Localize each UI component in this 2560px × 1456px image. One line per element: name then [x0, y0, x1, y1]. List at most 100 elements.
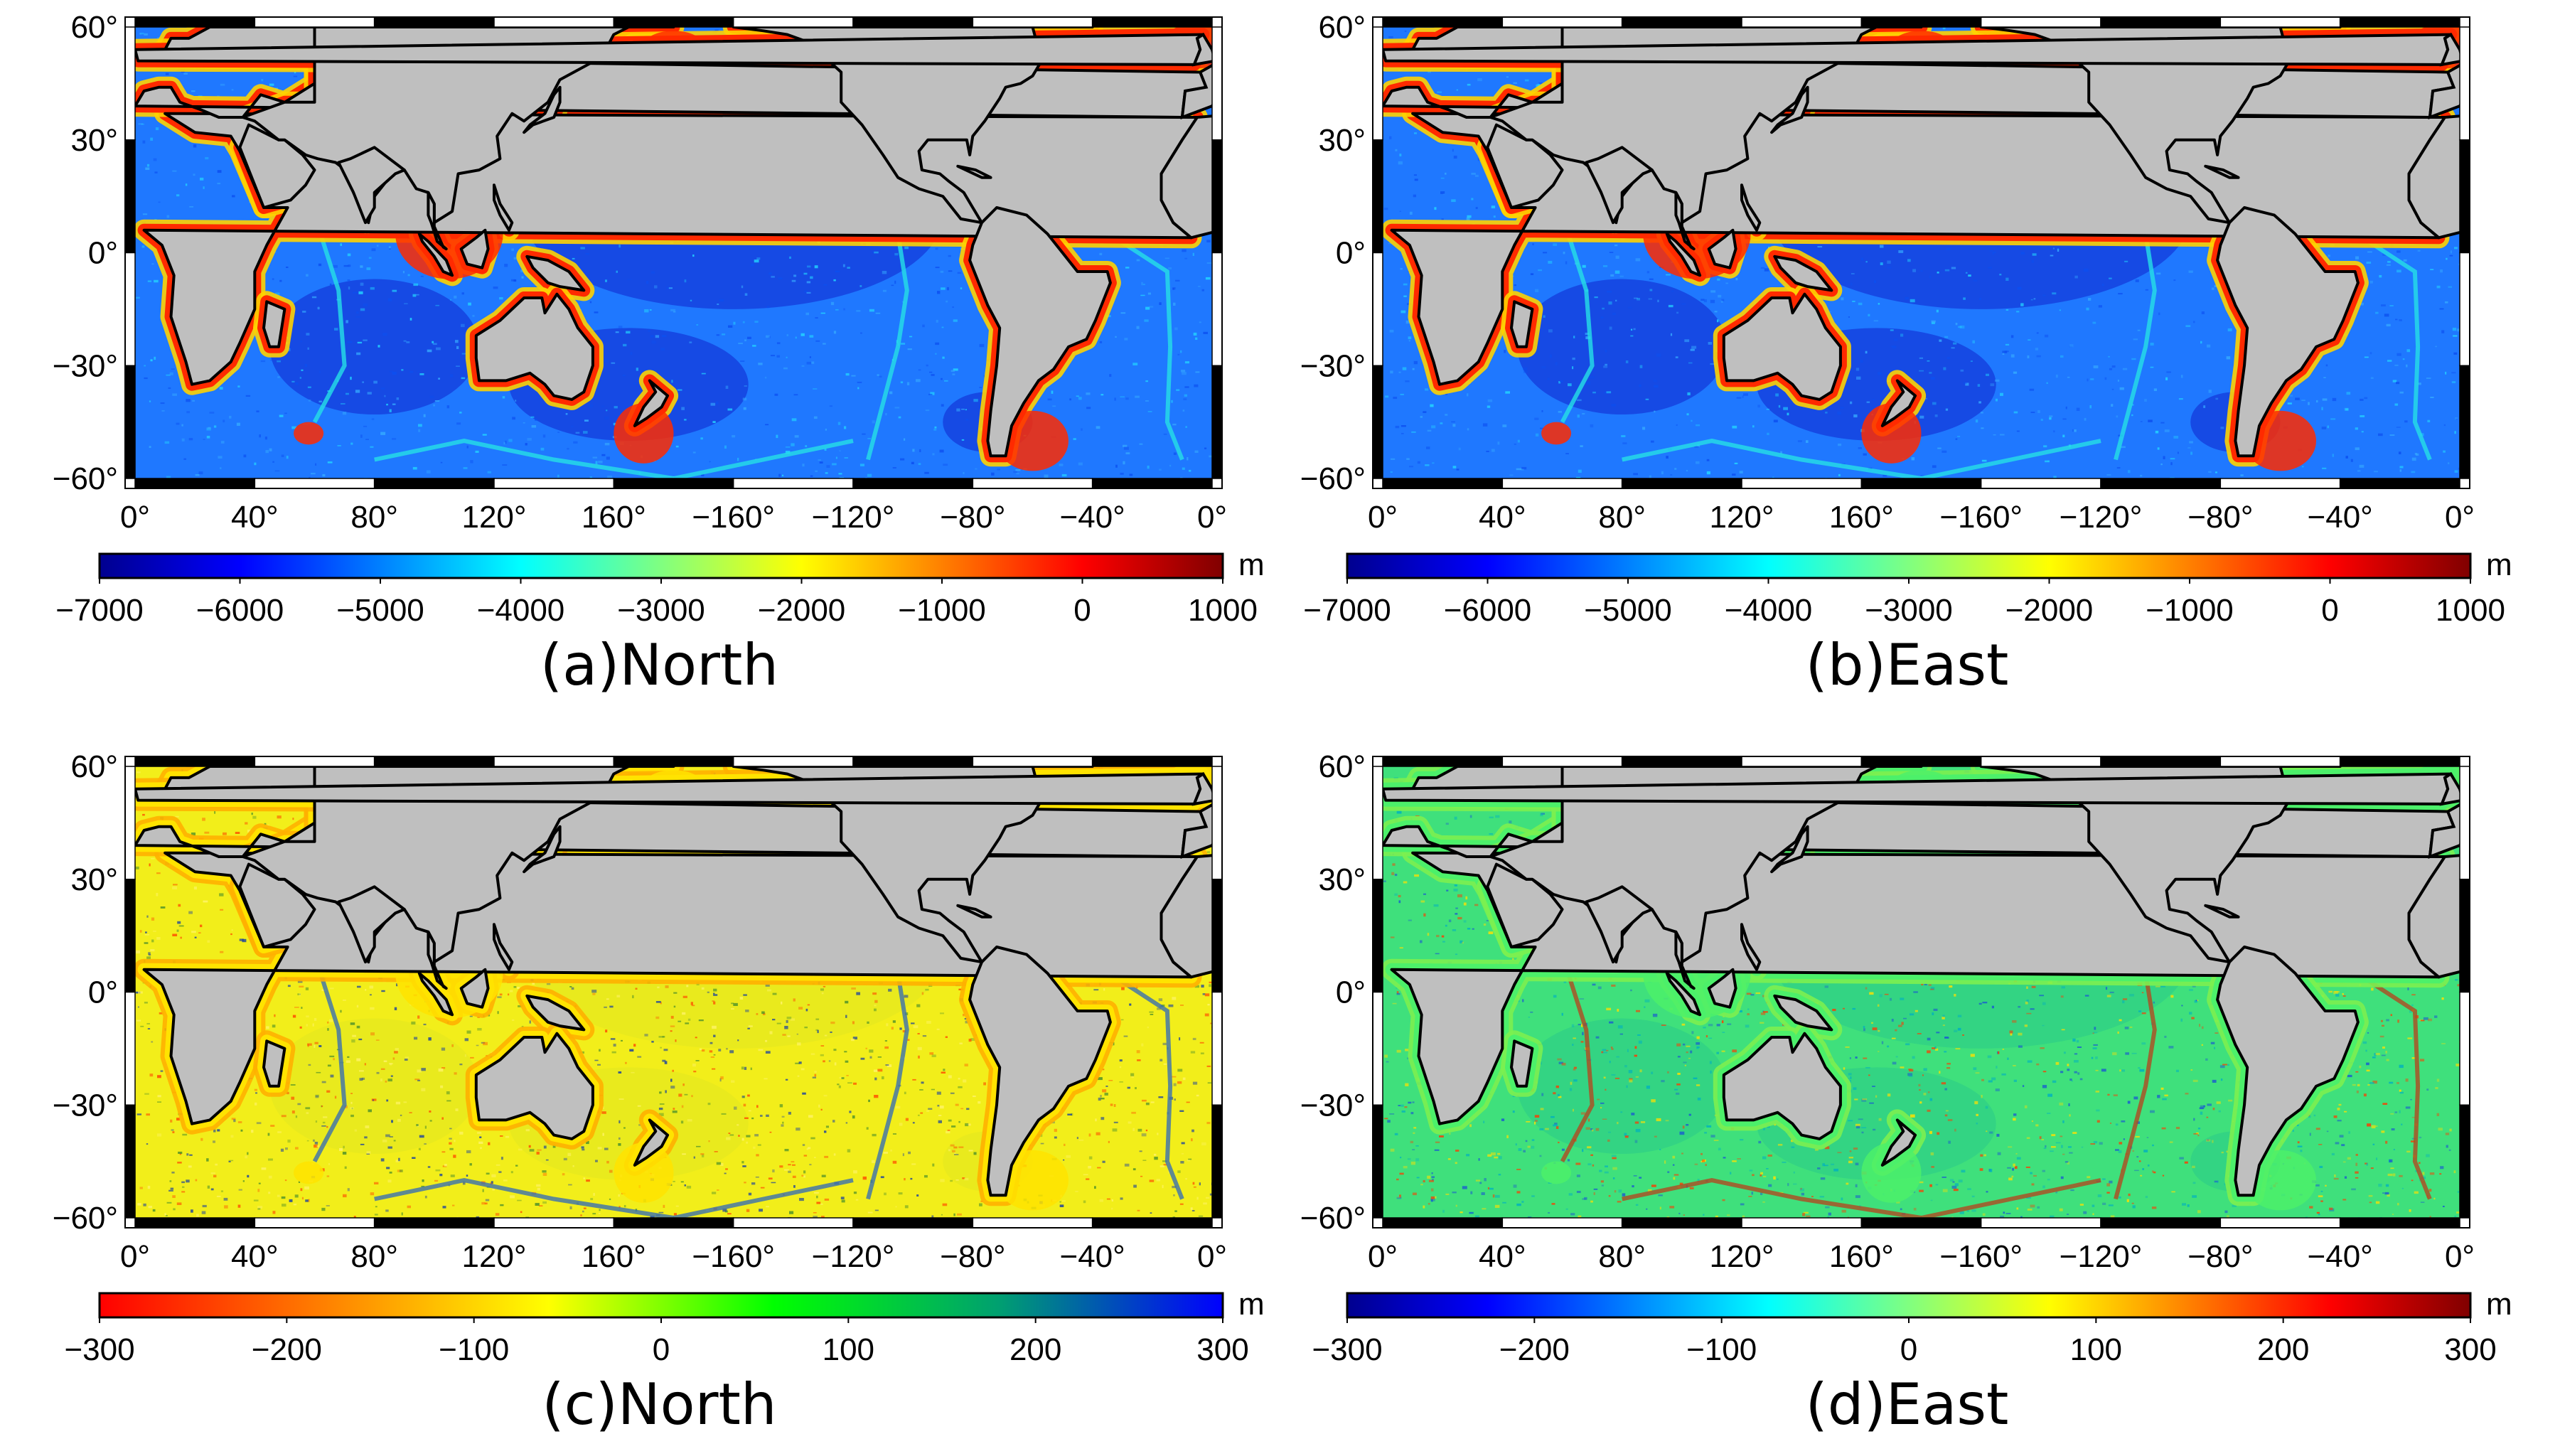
ocean-texture	[2443, 450, 2446, 453]
ocean-texture	[644, 309, 649, 313]
ocean-texture	[178, 1151, 183, 1154]
ocean-texture	[452, 1204, 455, 1206]
ocean-texture	[172, 933, 178, 936]
ocean-texture	[1083, 1200, 1086, 1204]
ocean-texture	[166, 374, 171, 376]
ocean-texture	[763, 1012, 766, 1015]
ocean-texture	[394, 1051, 398, 1054]
ocean-texture	[803, 1175, 805, 1178]
ocean-texture	[793, 274, 797, 277]
ocean-texture	[237, 385, 240, 387]
land-europe-wrap	[1180, 63, 1212, 120]
ocean-texture	[766, 306, 770, 309]
ocean-texture	[1123, 461, 1125, 465]
ocean-texture	[894, 407, 900, 409]
ocean-texture	[1958, 326, 1962, 328]
ocean-texture	[2445, 301, 2448, 304]
ocean-texture	[1400, 310, 1406, 314]
ocean-texture	[1154, 1157, 1158, 1160]
ocean-texture	[2055, 374, 2058, 378]
frame-segment	[134, 16, 256, 28]
ocean-texture	[843, 308, 845, 311]
ocean-texture	[2417, 250, 2421, 252]
ocean-texture	[2032, 253, 2037, 256]
ocean-texture	[569, 1206, 572, 1209]
ocean-texture	[395, 1048, 399, 1051]
panel-b: 0° 40° 80° 120° 160° −160° −120° −80° −40° 0°60°3…	[1300, 4, 2512, 698]
ocean-texture	[343, 264, 349, 267]
ocean-texture	[1425, 388, 1429, 391]
ocean-texture	[267, 1133, 270, 1136]
ocean-texture	[275, 292, 280, 296]
ocean-texture	[2060, 355, 2064, 358]
ocean-texture	[268, 1192, 271, 1194]
ocean-texture	[714, 29, 719, 32]
ocean-texture	[375, 1206, 377, 1208]
ocean-texture	[1073, 438, 1076, 440]
ocean-texture	[527, 438, 532, 441]
ocean-texture	[1955, 438, 1958, 440]
ocean-texture	[604, 359, 609, 363]
ocean-texture	[2148, 419, 2153, 422]
ocean-texture	[725, 1168, 728, 1170]
ocean-texture	[609, 1005, 614, 1008]
ocean-texture	[268, 1158, 273, 1161]
ocean-texture	[713, 1034, 716, 1037]
ocean-texture	[769, 1031, 773, 1034]
ocean-texture	[2145, 289, 2148, 291]
ocean-texture	[470, 460, 473, 464]
ocean-texture	[618, 1120, 621, 1124]
ocean-texture	[2308, 402, 2310, 405]
ocean-texture	[287, 985, 291, 987]
ocean-texture	[158, 201, 161, 203]
ocean-texture	[810, 1137, 815, 1140]
ocean-texture	[1076, 395, 1079, 397]
ocean-texture	[1205, 277, 1211, 280]
ocean-texture	[2059, 309, 2061, 311]
ocean-texture	[696, 324, 699, 326]
frame-segment	[1501, 16, 1623, 28]
ocean-texture	[1946, 405, 1949, 407]
land-iceland	[2388, 4, 2418, 11]
ocean-texture	[351, 1107, 353, 1110]
land-asia	[241, 27, 675, 225]
ocean-texture	[1423, 411, 1427, 413]
ocean-texture	[912, 1122, 915, 1124]
ocean-texture	[350, 1022, 355, 1025]
ocean-texture	[1174, 327, 1178, 331]
ocean-texture	[1992, 252, 1995, 255]
ocean-texture	[350, 1107, 354, 1110]
ocean-texture	[2327, 425, 2330, 429]
ocean-texture	[936, 319, 938, 323]
frame-segment	[254, 16, 375, 28]
ocean-texture	[511, 248, 514, 252]
ocean-texture	[251, 1130, 254, 1133]
ocean-texture	[424, 1143, 427, 1145]
ocean-texture	[2374, 471, 2378, 473]
ocean-texture	[973, 399, 978, 402]
ocean-texture	[206, 427, 211, 431]
ocean-texture	[160, 906, 166, 909]
ocean-texture	[1172, 1216, 1175, 1218]
ocean-texture	[698, 1019, 704, 1022]
ocean-texture	[891, 284, 894, 287]
ocean-texture	[824, 1198, 830, 1201]
ocean-texture	[277, 360, 281, 363]
ocean-texture	[182, 1186, 185, 1188]
ocean-texture	[365, 989, 367, 991]
ocean-texture	[677, 389, 682, 391]
ocean-texture	[833, 279, 836, 282]
ocean-texture	[1131, 1076, 1134, 1078]
ocean-texture	[1471, 173, 1476, 175]
ocean-texture	[270, 1125, 275, 1127]
ocean-texture	[503, 441, 505, 445]
frame-segment	[1621, 478, 1742, 489]
ocean-texture	[186, 1179, 190, 1183]
ocean-texture	[270, 359, 272, 361]
ocean-texture	[1932, 465, 1937, 469]
ocean-texture	[2135, 279, 2139, 282]
ocean-texture	[2040, 419, 2043, 421]
land-europe-wrap	[2428, 63, 2460, 120]
ocean-texture	[295, 1147, 299, 1150]
ocean-texture	[2436, 285, 2441, 289]
